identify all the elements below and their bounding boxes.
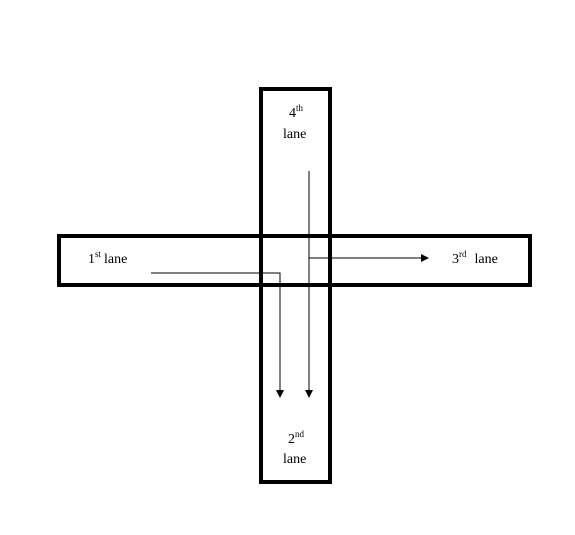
third-lane-suffix: rd [459, 249, 467, 259]
second-lane-word: lane [283, 452, 306, 467]
fourth-lane-word: lane [283, 127, 306, 142]
first-lane-label: 1st lane [88, 249, 127, 267]
third-lane-number: 3 [452, 252, 459, 267]
fourth-lane-number: 4 [289, 106, 296, 121]
first-lane-number: 1 [88, 252, 95, 267]
first-lane-suffix: st [95, 249, 102, 259]
first-lane-word: lane [104, 252, 127, 267]
second-lane-number: 2 [288, 432, 295, 447]
third-lane-label: 3rd lane [452, 249, 498, 267]
second-lane-label: 2nd [288, 429, 305, 447]
second-lane-suffix: nd [295, 429, 305, 439]
arrow-first-to-second [151, 272, 284, 398]
fourth-lane-label: 4th [289, 103, 304, 121]
horizontal-road [57, 234, 532, 287]
third-lane-word: lane [475, 252, 498, 267]
fourth-lane-suffix: th [296, 103, 304, 113]
